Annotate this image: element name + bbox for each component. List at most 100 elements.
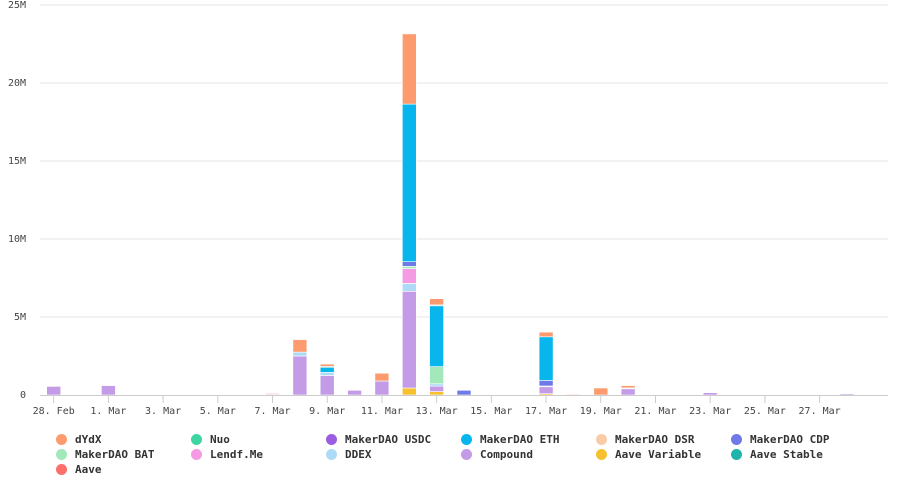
legend-item[interactable]: Lendf.Me [191,447,326,461]
x-tick-label: 28. Feb [33,406,75,417]
y-tick-label: 15M [8,156,26,167]
bar-segment[interactable] [620,388,636,396]
x-tick-label: 19. Mar [580,406,622,417]
bars [46,33,855,396]
x-tick-label: 5. Mar [200,406,236,417]
bar-segment[interactable] [101,385,116,396]
grid-lines [40,4,888,318]
legend-color-dot [326,433,337,445]
bar-segment[interactable] [292,339,308,353]
legend-color-dot [191,433,202,445]
x-tick-label: 9. Mar [309,406,345,417]
legend-label: dYdX [75,432,102,446]
bar-segment[interactable] [566,393,581,396]
bar-segment[interactable] [319,367,335,373]
legend-color-dot [191,448,202,460]
x-tick-label: 15. Mar [470,406,512,417]
bar-segment[interactable] [620,385,636,389]
legend-color-dot [731,448,742,460]
y-tick-label: 25M [8,0,26,11]
x-tick-label: 1. Mar [90,406,126,417]
legend-color-dot [596,448,607,460]
bar-segment[interactable] [46,386,62,396]
bar-segment[interactable] [401,265,417,269]
bar-segment[interactable] [429,391,444,396]
legend-label: Compound [480,447,533,461]
legend-color-dot [56,463,67,475]
bar-segment[interactable] [429,385,444,392]
legend-item[interactable]: Nuo [191,432,326,446]
y-axis-ticks: 0 5M 10M 15M 20M 25M [8,0,26,401]
legend-label: Aave Stable [750,447,823,461]
legend-item[interactable]: Aave [56,462,191,476]
bar-segment[interactable] [319,375,335,396]
bar-segment[interactable] [538,331,554,338]
legend-label: MakerDAO ETH [480,432,560,446]
bar-segment[interactable] [265,393,280,395]
legend-color-dot [731,433,742,445]
bar-segment[interactable] [429,383,444,387]
bar-segment[interactable] [456,389,472,396]
legend-label: MakerDAO CDP [750,432,830,446]
bar-segment[interactable] [347,389,362,396]
x-tick-label: 17. Mar [525,406,567,417]
legend-item[interactable]: MakerDAO USDC [326,432,461,446]
bar-segment[interactable] [292,351,308,357]
legend-item[interactable]: MakerDAO DSR [596,432,731,446]
x-tick-label: 11. Mar [361,406,403,417]
bar-segment[interactable] [401,103,417,263]
stacked-bar-chart: 0 5M 10M 15M 20M 25M 28. Feb 1. Mar 3. Mar 5. Ma… [8,0,888,417]
legend-item[interactable]: DDEX [326,447,461,461]
legend-item[interactable]: Aave Variable [596,447,731,461]
legend-label: MakerDAO USDC [345,432,432,446]
bar-segment[interactable] [538,336,554,381]
x-tick-label: 27. Mar [799,406,841,417]
y-tick-label: 10M [8,234,26,245]
legend-color-dot [461,448,472,460]
x-tick-label: 21. Mar [634,406,676,417]
x-tick-label: 23. Mar [689,406,731,417]
legend-label: Aave [75,462,102,476]
bar-segment[interactable] [401,290,417,389]
bar-segment[interactable] [429,298,444,306]
bar-segment[interactable] [401,261,417,267]
bar-segment[interactable] [839,393,855,396]
legend-item[interactable]: MakerDAO ETH [461,432,596,446]
bar-segment[interactable] [538,380,554,387]
legend-color-dot [56,448,67,460]
y-tick-label: 20M [8,78,26,89]
y-tick-label: 5M [14,312,26,323]
legend-item[interactable]: dYdX [56,432,191,446]
x-tick-label: 13. Mar [416,406,458,417]
bar-segment[interactable] [593,387,609,396]
legend-item[interactable]: Aave Stable [731,447,866,461]
bar-segment[interactable] [702,392,718,396]
bar-segment[interactable] [401,283,417,292]
x-tick-label: 3. Mar [145,406,181,417]
legend-label: Lendf.Me [210,447,263,461]
legend-label: Nuo [210,432,230,446]
bar-segment[interactable] [319,372,335,376]
legend-label: DDEX [345,447,372,461]
bar-segment[interactable] [429,366,444,385]
legend-label: Aave Variable [615,447,702,461]
bar-segment[interactable] [401,387,417,396]
bar-segment[interactable] [401,268,417,284]
legend-color-dot [596,433,607,445]
bar-segment[interactable] [538,386,554,395]
bar-segment[interactable] [401,33,417,105]
bar-segment[interactable] [374,372,390,382]
legend-color-dot [326,448,337,460]
legend-item[interactable]: MakerDAO BAT [56,447,191,461]
bar-segment[interactable] [374,380,390,396]
bar-segment[interactable] [429,305,444,367]
legend-color-dot [461,433,472,445]
legend-label: MakerDAO DSR [615,432,695,446]
legend-item[interactable]: Compound [461,447,596,461]
x-tick-label: 7. Mar [254,406,290,417]
x-axis: 28. Feb 1. Mar 3. Mar 5. Mar 7. Mar 9. Mar 11.… [33,395,888,417]
legend-color-dot [56,433,67,445]
bar-segment[interactable] [292,355,308,396]
bar-segment[interactable] [319,363,335,367]
legend-item[interactable]: MakerDAO CDP [731,432,866,446]
